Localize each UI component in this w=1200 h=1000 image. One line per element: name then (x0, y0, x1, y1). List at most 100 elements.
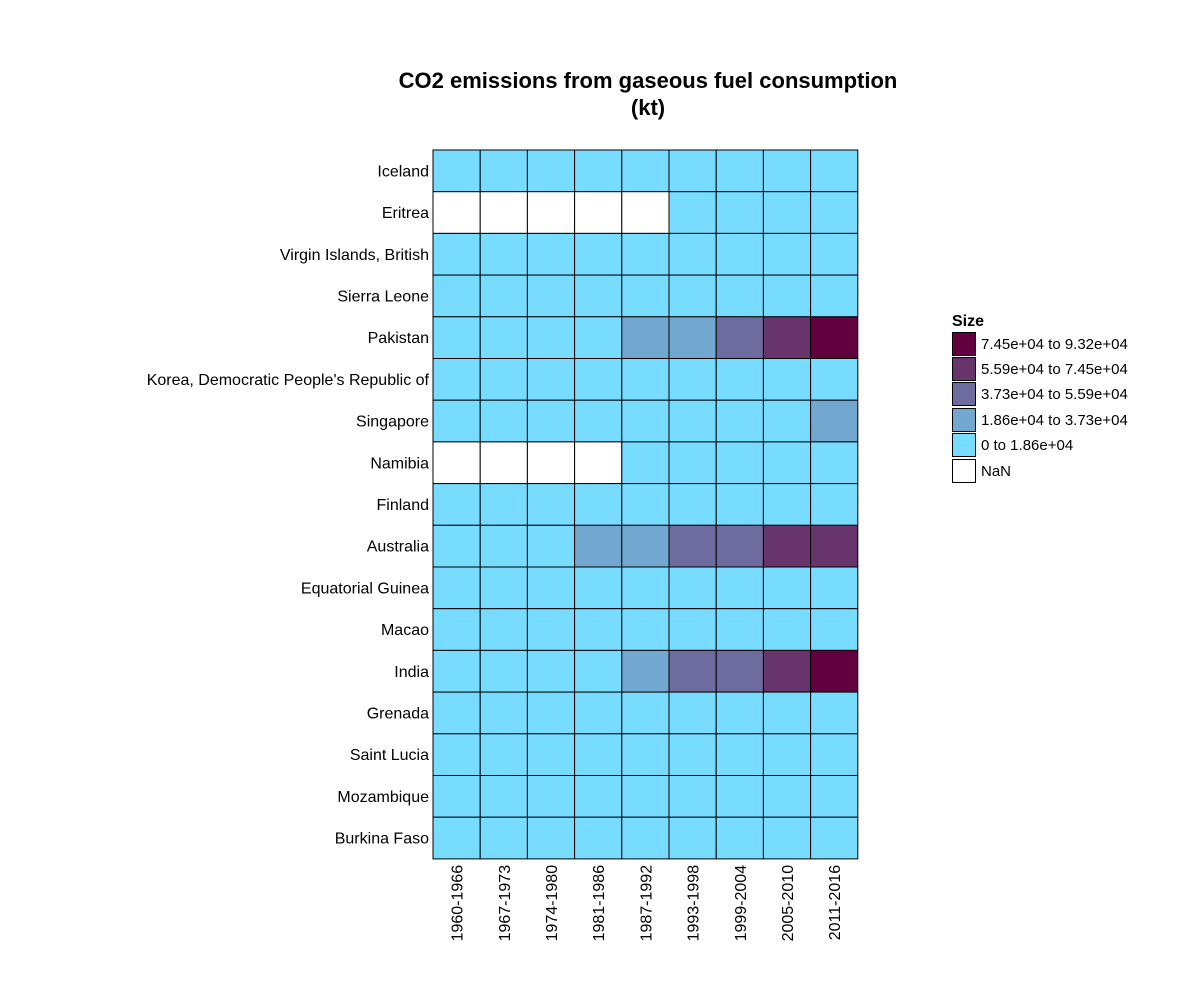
legend-swatch (952, 459, 976, 483)
heatmap-cell (574, 399, 623, 443)
legend-swatch (952, 408, 976, 432)
heatmap-cell (526, 733, 576, 776)
heatmap-cell (621, 399, 670, 443)
row-label: Sierra Leone (337, 288, 429, 305)
heatmap-cell (432, 691, 481, 735)
heatmap-cell (715, 816, 764, 860)
legend-swatch (952, 357, 976, 381)
heatmap-cell (526, 149, 576, 193)
row-label: Iceland (377, 163, 429, 180)
legend-label: 5.59e+04 to 7.45e+04 (981, 361, 1128, 378)
legend-label: 3.73e+04 to 5.59e+04 (981, 386, 1128, 403)
heatmap-cell (715, 358, 764, 401)
heatmap-cell (621, 232, 670, 276)
row-label: Virgin Islands, British (280, 247, 429, 264)
row-label: Singapore (356, 414, 429, 431)
heatmap-cell (574, 191, 623, 234)
heatmap-cell (621, 816, 670, 860)
heatmap-cell (810, 274, 859, 318)
heatmap-cell (432, 149, 481, 193)
heatmap-cell (668, 441, 717, 485)
heatmap-cell (762, 399, 812, 443)
heatmap-cell (526, 691, 576, 735)
heatmap-cell (432, 232, 481, 276)
heatmap-cell (574, 232, 623, 276)
heatmap-cell (810, 608, 859, 651)
heatmap-cell (574, 775, 623, 818)
heatmap-cell (668, 274, 717, 318)
heatmap-cell (526, 358, 576, 401)
heatmap-cell (762, 816, 812, 860)
heatmap-cell (715, 691, 764, 735)
heatmap-cell (810, 232, 859, 276)
heatmap-cell (810, 191, 859, 234)
heatmap-cell (432, 608, 481, 651)
column-label: 1967-1973 (497, 865, 514, 942)
heatmap-cell (526, 441, 576, 485)
heatmap-cell (479, 316, 528, 359)
heatmap-cell (715, 316, 764, 359)
heatmap-cell (479, 524, 528, 568)
heatmap-cell (479, 274, 528, 318)
heatmap-cell (668, 191, 717, 234)
legend-label: 0 to 1.86e+04 (981, 437, 1074, 454)
heatmap-cell (668, 358, 717, 401)
heatmap-cell (432, 399, 481, 443)
heatmap-cell (810, 566, 859, 610)
heatmap-cell (621, 441, 670, 485)
row-label: Grenada (367, 705, 429, 722)
heatmap-cell (668, 608, 717, 651)
heatmap-cell (621, 274, 670, 318)
heatmap-cell (526, 483, 576, 526)
heatmap-cell (810, 733, 859, 776)
legend-swatch (952, 433, 976, 457)
heatmap-cell (574, 816, 623, 860)
legend-swatch (952, 382, 976, 406)
heatmap-cell (432, 733, 481, 776)
heatmap-cell (621, 358, 670, 401)
heatmap-cell (810, 316, 859, 359)
heatmap-cell (810, 524, 859, 568)
row-label: Korea, Democratic People's Republic of (147, 372, 430, 389)
heatmap-cell (715, 399, 764, 443)
heatmap-cell (762, 608, 812, 651)
heatmap-cell (668, 775, 717, 818)
heatmap-cell (810, 649, 859, 693)
heatmap-cell (810, 816, 859, 860)
row-label: Australia (367, 539, 429, 556)
heatmap-cell (810, 483, 859, 526)
heatmap-cell (810, 358, 859, 401)
heatmap-cell (574, 149, 623, 193)
heatmap-cell (479, 483, 528, 526)
row-label: Eritrea (382, 205, 429, 222)
column-label: 1987-1992 (638, 865, 655, 942)
legend-title: Size (952, 313, 985, 330)
heatmap-cell (479, 733, 528, 776)
heatmap-cell (762, 775, 812, 818)
column-label: 1981-1986 (591, 865, 608, 942)
heatmap-cell (479, 149, 528, 193)
heatmap-cell (479, 358, 528, 401)
heatmap-cell (574, 649, 623, 693)
heatmap-cell (762, 232, 812, 276)
heatmap-cell (810, 149, 859, 193)
heatmap-cell (526, 816, 576, 860)
heatmap-cell (715, 441, 764, 485)
heatmap-cell (479, 566, 528, 610)
heatmap-cell (668, 149, 717, 193)
heatmap-cell (668, 399, 717, 443)
heatmap-cell (762, 149, 812, 193)
heatmap-cell (479, 399, 528, 443)
heatmap-cell (574, 358, 623, 401)
heatmap-cell (432, 816, 481, 860)
heatmap-cell (762, 316, 812, 359)
heatmap-cell (621, 691, 670, 735)
legend-label: NaN (981, 463, 1012, 480)
heatmap-cell (715, 524, 764, 568)
heatmap-cell (668, 816, 717, 860)
column-label: 1960-1966 (450, 865, 467, 942)
column-label: 2011-2016 (827, 865, 844, 940)
heatmap-cell (668, 691, 717, 735)
heatmap-cell (762, 274, 812, 318)
heatmap-cell (621, 524, 670, 568)
